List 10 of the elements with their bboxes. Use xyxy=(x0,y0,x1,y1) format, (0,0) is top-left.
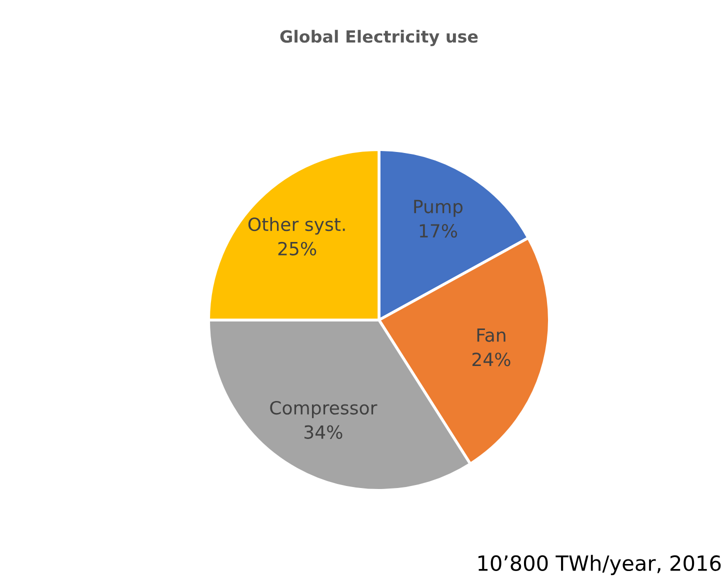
data-label: 17% xyxy=(420,224,458,238)
slice-label: Pump xyxy=(414,200,463,217)
text: 10’800 TWh/year, 2016 xyxy=(478,554,721,576)
slice-label: Other syst. xyxy=(248,217,345,235)
slice-label: Fan xyxy=(477,328,506,342)
data-label: 34% xyxy=(304,425,342,439)
data-label: 25% xyxy=(278,242,316,256)
data-label: 24% xyxy=(472,352,510,366)
slice-label: Compressor xyxy=(270,400,378,418)
chart-title: Global Electricity use xyxy=(280,30,478,46)
